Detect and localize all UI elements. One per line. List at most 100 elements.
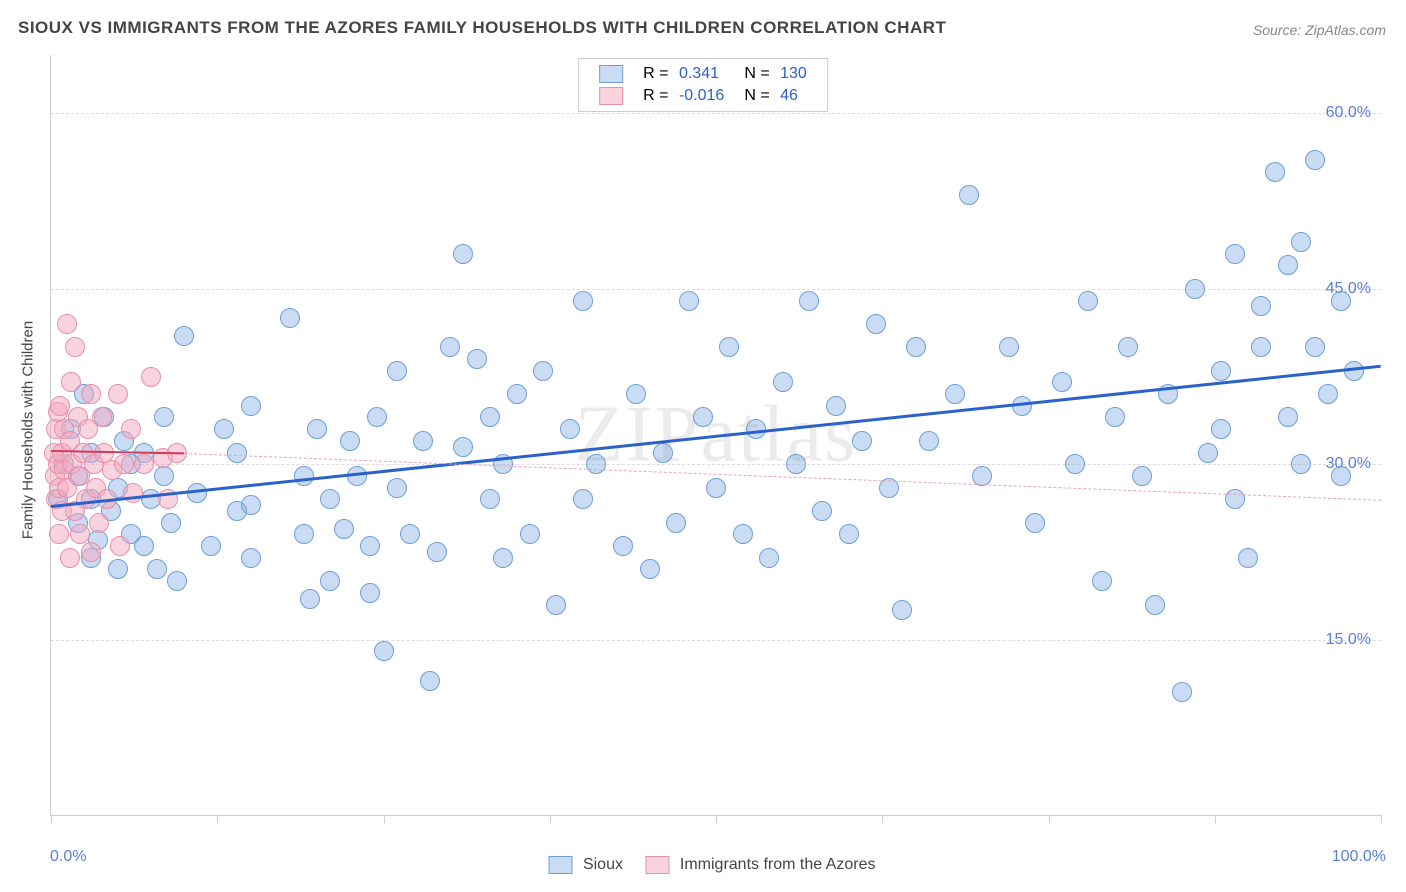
scatter-point (81, 384, 101, 404)
scatter-point (666, 513, 686, 533)
grid-line (51, 289, 1381, 290)
grid-line (51, 113, 1381, 114)
scatter-point (121, 419, 141, 439)
scatter-point (1225, 489, 1245, 509)
scatter-point (773, 372, 793, 392)
r-label: R = (643, 65, 668, 82)
n-label: N = (744, 87, 769, 104)
scatter-point (300, 589, 320, 609)
scatter-point (1105, 407, 1125, 427)
x-tick (51, 815, 52, 823)
r-value-series-1: 0.341 (679, 65, 719, 82)
scatter-point (89, 513, 109, 533)
scatter-point (1092, 571, 1112, 591)
legend-row-series-1: R = 0.341 N = 130 (589, 63, 817, 85)
n-value-series-1: 130 (780, 65, 807, 82)
scatter-point (1118, 337, 1138, 357)
scatter-point (1145, 595, 1165, 615)
scatter-point (92, 407, 112, 427)
x-tick (1381, 815, 1382, 823)
scatter-point (108, 384, 128, 404)
scatter-point (360, 536, 380, 556)
scatter-point (1305, 150, 1325, 170)
scatter-point (367, 407, 387, 427)
scatter-point (520, 524, 540, 544)
x-tick (217, 815, 218, 823)
scatter-point (57, 314, 77, 334)
n-label: N = (744, 65, 769, 82)
scatter-point (187, 483, 207, 503)
scatter-point (413, 431, 433, 451)
scatter-point (400, 524, 420, 544)
legend-swatch-series-2 (599, 87, 623, 105)
n-value-series-2: 46 (780, 87, 798, 104)
scatter-point (1318, 384, 1338, 404)
scatter-point (733, 524, 753, 544)
scatter-point (826, 396, 846, 416)
scatter-point (1238, 548, 1258, 568)
scatter-point (174, 326, 194, 346)
scatter-point (110, 536, 130, 556)
scatter-point (114, 454, 134, 474)
scatter-point (1185, 279, 1205, 299)
scatter-point (693, 407, 713, 427)
scatter-point (65, 337, 85, 357)
legend-row-series-2: R = -0.016 N = 46 (589, 85, 817, 107)
scatter-point (573, 291, 593, 311)
scatter-point (679, 291, 699, 311)
scatter-point (1278, 255, 1298, 275)
scatter-point (546, 595, 566, 615)
scatter-point (1025, 513, 1045, 533)
scatter-point (533, 361, 553, 381)
x-tick (550, 815, 551, 823)
scatter-point (613, 536, 633, 556)
scatter-point (906, 337, 926, 357)
scatter-point (507, 384, 527, 404)
scatter-point (1198, 443, 1218, 463)
grid-line (51, 640, 1381, 641)
scatter-point (999, 337, 1019, 357)
scatter-point (420, 671, 440, 691)
chart-container: SIOUX VS IMMIGRANTS FROM THE AZORES FAMI… (0, 0, 1406, 892)
x-tick-label-min: 0.0% (50, 848, 86, 866)
scatter-point (374, 641, 394, 661)
scatter-point (241, 548, 261, 568)
scatter-point (161, 513, 181, 533)
r-value-series-2: -0.016 (679, 87, 724, 104)
scatter-point (50, 396, 70, 416)
scatter-point (134, 536, 154, 556)
scatter-point (49, 524, 69, 544)
scatter-point (959, 185, 979, 205)
y-tick-label: 60.0% (1326, 104, 1371, 122)
scatter-point (1251, 296, 1271, 316)
scatter-point (786, 454, 806, 474)
scatter-point (214, 419, 234, 439)
scatter-point (241, 396, 261, 416)
scatter-point (280, 308, 300, 328)
scatter-point (108, 559, 128, 579)
scatter-point (573, 489, 593, 509)
y-tick-label: 15.0% (1326, 631, 1371, 649)
scatter-point (480, 489, 500, 509)
scatter-point (81, 542, 101, 562)
scatter-point (154, 407, 174, 427)
scatter-point (1225, 244, 1245, 264)
scatter-point (201, 536, 221, 556)
scatter-point (866, 314, 886, 334)
scatter-point (60, 548, 80, 568)
scatter-point (154, 466, 174, 486)
scatter-point (61, 372, 81, 392)
legend-label-series-2: Immigrants from the Azores (680, 856, 876, 873)
x-tick (882, 815, 883, 823)
legend-swatch-series-1 (599, 65, 623, 83)
plot-area: ZIPatlas 15.0%30.0%45.0%60.0% (50, 55, 1381, 816)
scatter-point (653, 443, 673, 463)
scatter-point (320, 571, 340, 591)
scatter-point (334, 519, 354, 539)
scatter-point (320, 489, 340, 509)
scatter-point (812, 501, 832, 521)
scatter-point (1132, 466, 1152, 486)
series-legend: Sioux Immigrants from the Azores (530, 856, 875, 874)
scatter-point (467, 349, 487, 369)
scatter-point (360, 583, 380, 603)
